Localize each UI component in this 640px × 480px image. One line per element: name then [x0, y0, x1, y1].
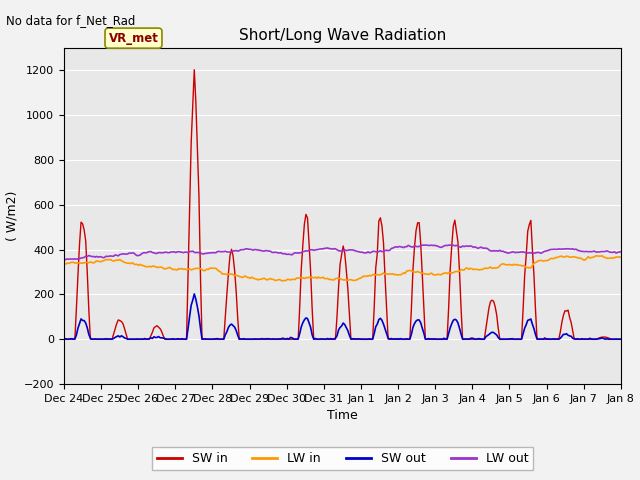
Legend: SW in, LW in, SW out, LW out: SW in, LW in, SW out, LW out — [152, 447, 533, 470]
Y-axis label: ( W/m2): ( W/m2) — [5, 191, 18, 241]
Text: No data for f_Net_Rad: No data for f_Net_Rad — [6, 14, 136, 27]
Title: Short/Long Wave Radiation: Short/Long Wave Radiation — [239, 28, 446, 43]
Text: VR_met: VR_met — [109, 32, 159, 45]
X-axis label: Time: Time — [327, 409, 358, 422]
